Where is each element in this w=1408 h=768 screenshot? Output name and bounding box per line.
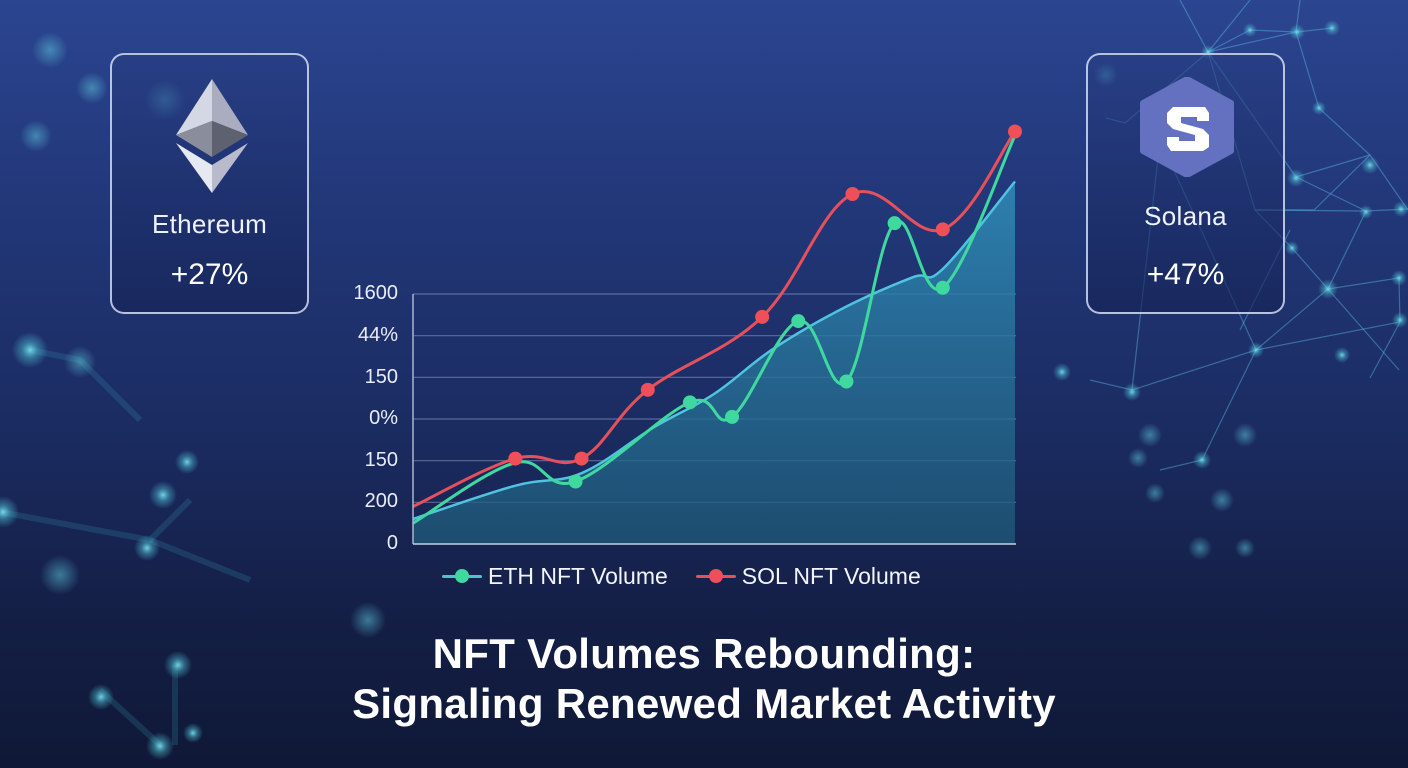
data-point-marker — [508, 451, 523, 466]
data-point-marker — [1008, 124, 1022, 139]
y-tick-label: 0 — [386, 532, 398, 554]
ethereum-card: Ethereum +27% — [110, 53, 309, 314]
y-tick-label: 1600 — [353, 282, 399, 304]
y-tick-label: 200 — [364, 490, 398, 512]
headline-line-2: Signaling Renewed Market Activity — [352, 680, 1056, 727]
legend-item-eth[interactable]: ETH NFT Volume — [442, 563, 668, 590]
sol-legend-swatch-icon — [695, 569, 736, 583]
headline-line-1: NFT Volumes Rebounding: — [432, 630, 976, 677]
ethereum-change: +27% — [170, 258, 249, 291]
solana-label: Solana — [1144, 201, 1227, 231]
eth-series-line — [412, 135, 1017, 525]
series-markers — [508, 124, 1022, 489]
solana-change: +47% — [1146, 258, 1225, 291]
data-point-marker — [682, 395, 697, 410]
data-point-marker — [845, 187, 860, 201]
trend-line — [412, 180, 1016, 521]
solana-hexagon-s-icon — [1140, 77, 1234, 177]
eth-legend-swatch-icon — [442, 569, 482, 583]
y-tick-label: 44% — [357, 324, 398, 346]
ethereum-label: Ethereum — [151, 209, 268, 239]
legend-label-sol: SOL NFT Volume — [741, 562, 921, 589]
legend-label-eth: ETH NFT Volume — [488, 562, 668, 589]
ethereum-diamond-icon — [176, 79, 248, 193]
chart-legend: ETH NFT Volume SOL NFT Volume — [442, 561, 949, 591]
legend-item-sol[interactable]: SOL NFT Volume — [695, 562, 921, 590]
data-point-marker — [887, 216, 902, 231]
data-point-marker — [568, 474, 583, 489]
trend-area — [413, 181, 1015, 544]
y-tick-label: 150 — [364, 449, 398, 471]
solana-card: Solana +47% — [1086, 53, 1285, 314]
data-point-marker — [935, 222, 950, 237]
data-point-marker — [755, 309, 770, 324]
data-point-marker — [935, 280, 950, 295]
data-point-marker — [640, 382, 655, 397]
data-point-marker — [791, 314, 806, 329]
data-point-marker — [839, 374, 854, 389]
data-point-marker — [574, 451, 589, 466]
y-tick-label: 150 — [364, 366, 398, 388]
y-tick-label: 0% — [369, 407, 398, 429]
data-point-marker — [725, 409, 740, 424]
